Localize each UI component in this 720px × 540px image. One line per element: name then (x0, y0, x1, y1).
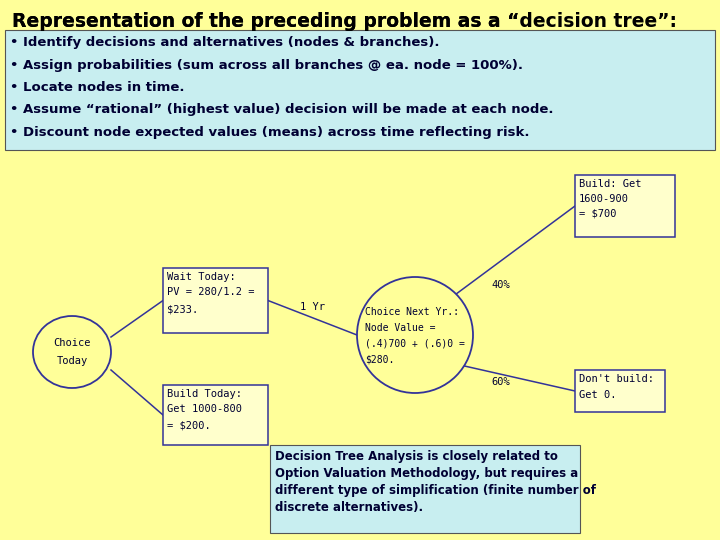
Text: Representation of the preceding problem as a “decision tree”:: Representation of the preceding problem … (12, 12, 677, 31)
FancyBboxPatch shape (5, 30, 715, 150)
Text: = $700: = $700 (579, 209, 616, 219)
Text: Representation of the preceding problem as a “: Representation of the preceding problem … (12, 12, 519, 31)
Ellipse shape (357, 277, 473, 393)
Text: Get 1000-800: Get 1000-800 (167, 404, 242, 414)
FancyBboxPatch shape (575, 370, 665, 412)
Text: 60%: 60% (491, 377, 510, 387)
Text: • Discount node expected values (means) across time reflecting risk.: • Discount node expected values (means) … (10, 126, 529, 139)
Text: PV = 280/1.2 =: PV = 280/1.2 = (167, 287, 254, 297)
Text: • Identify decisions and alternatives (nodes & branches).: • Identify decisions and alternatives (n… (10, 36, 439, 49)
FancyBboxPatch shape (575, 175, 675, 237)
Text: $280.: $280. (365, 355, 395, 365)
Text: = $200.: = $200. (167, 421, 211, 431)
FancyBboxPatch shape (270, 445, 580, 533)
Text: Get 0.: Get 0. (579, 390, 616, 400)
Text: $233.: $233. (167, 304, 198, 314)
Text: Node Value =: Node Value = (365, 323, 436, 333)
Text: Build Today:: Build Today: (167, 389, 242, 399)
Text: 40%: 40% (491, 280, 510, 290)
Text: Wait Today:: Wait Today: (167, 272, 235, 282)
Text: Build: Get: Build: Get (579, 179, 642, 189)
Text: • Assign probabilities (sum across all branches @ ea. node = 100%).: • Assign probabilities (sum across all b… (10, 58, 523, 71)
Text: Choice: Choice (53, 338, 91, 348)
Text: 1 Yr: 1 Yr (300, 302, 325, 312)
Text: Don't build:: Don't build: (579, 374, 654, 384)
Text: • Assume “rational” (highest value) decision will be made at each node.: • Assume “rational” (highest value) deci… (10, 104, 554, 117)
Text: (.4)700 + (.6)0 =: (.4)700 + (.6)0 = (365, 339, 465, 349)
Ellipse shape (33, 316, 111, 388)
Text: 1600-900: 1600-900 (579, 194, 629, 204)
FancyBboxPatch shape (163, 268, 268, 333)
FancyBboxPatch shape (163, 385, 268, 445)
Text: Today: Today (56, 356, 88, 366)
Text: Decision Tree Analysis is closely related to
Option Valuation Methodology, but r: Decision Tree Analysis is closely relate… (275, 450, 596, 514)
Text: • Locate nodes in time.: • Locate nodes in time. (10, 81, 184, 94)
Text: Representation of the preceding problem as a “decision tree”:: Representation of the preceding problem … (12, 12, 677, 31)
Text: Choice Next Yr.:: Choice Next Yr.: (365, 307, 459, 317)
